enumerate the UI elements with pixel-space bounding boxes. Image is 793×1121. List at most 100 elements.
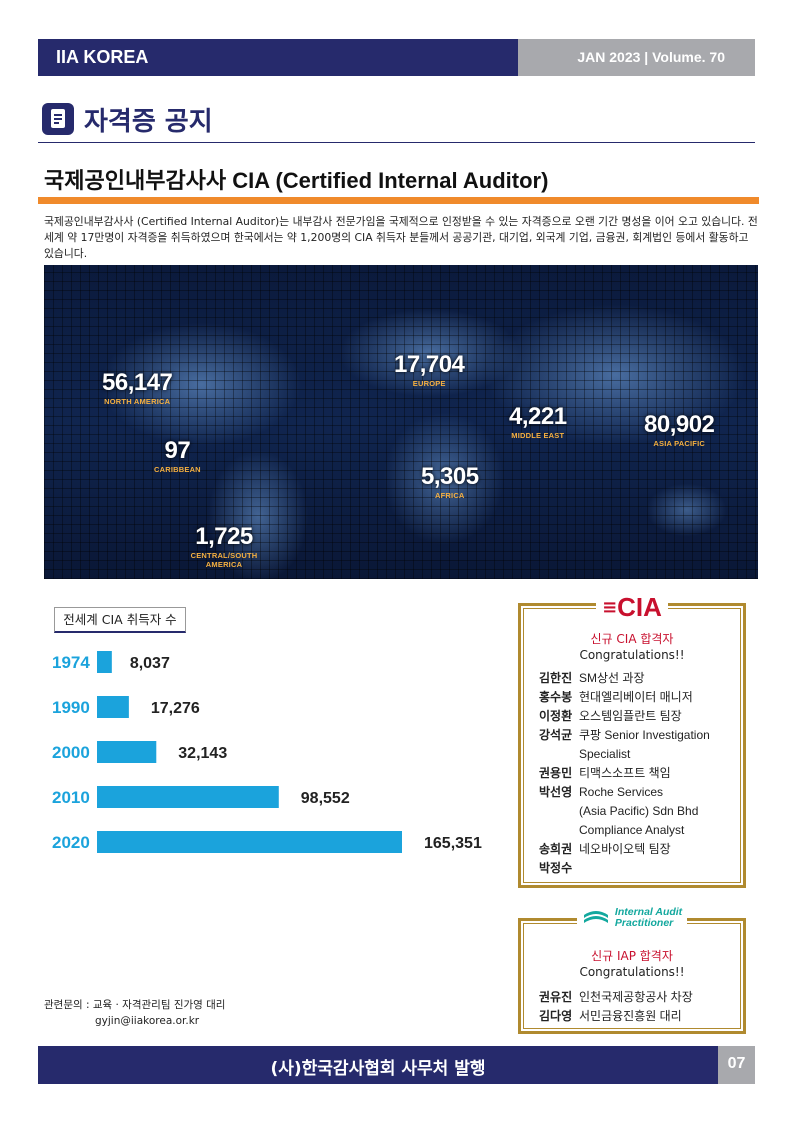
passer-role-line: 오스템임플란트 팀장 <box>579 709 682 723</box>
chart-title: 전세계 CIA 취득자 수 <box>54 607 186 633</box>
passer-role: 오스템임플란트 팀장 <box>579 707 737 726</box>
iap-logo-line2: Practitioner <box>614 917 674 929</box>
passer-row: 강석균 쿠팡 Senior Investigation Specialist <box>539 726 737 764</box>
passer-row: 송희권 네오바이오텍 팀장 <box>539 840 737 859</box>
passer-role: 쿠팡 Senior Investigation Specialist <box>579 726 737 764</box>
region-middle-east: 4,221 MIDDLE EAST <box>509 403 567 440</box>
bar <box>97 651 112 673</box>
passer-role-line: 인천국제공항공사 차장 <box>579 990 693 1004</box>
region-value: 97 <box>164 437 191 464</box>
region-value: 56,147 <box>102 369 173 396</box>
passer-row: 박정수 <box>539 859 737 878</box>
iap-logo-line1: Internal Audit <box>614 906 683 918</box>
article-title: 국제공인내부감사사 CIA (Certified Internal Audito… <box>44 168 549 193</box>
cia-subtitle: 신규 CIA 합격자 <box>590 632 674 646</box>
header-org-bar: IIA KOREA <box>38 39 518 76</box>
contact-info: 관련문의 : 교육 · 자격관리팀 진가영 대리 gyjin@iiakorea.… <box>44 997 225 1029</box>
passer-row: 김다영 서민금융진흥원 대리 <box>539 1007 737 1026</box>
passer-role: 티맥스소프트 책임 <box>579 764 737 783</box>
passer-name: 이정환 <box>539 709 573 723</box>
region-value: 80,902 <box>644 411 715 438</box>
cia-holders-bar-chart: 1974 8,037 1990 17,276 2000 32,143 2010 98,552 2… <box>52 651 482 853</box>
passer-name: 김다영 <box>539 1009 573 1023</box>
iap-logo-icon <box>583 911 608 923</box>
value-label: 17,276 <box>151 700 200 717</box>
passer-name: 김한진 <box>539 671 573 685</box>
section-title: 자격증 공지 <box>84 107 213 137</box>
passer-role-line: (Asia Pacific) Sdn Bhd <box>579 804 699 818</box>
contact-line: 관련문의 : 교육 · 자격관리팀 진가영 대리 <box>44 999 226 1011</box>
world-map: 56,147 NORTH AMERICA 97 CARIBBEAN 1,725 … <box>44 265 758 579</box>
passer-role-line: 네오바이오텍 팀장 <box>579 842 671 856</box>
document-icon <box>42 103 74 135</box>
passer-row: 권용민 티맥스소프트 책임 <box>539 764 737 783</box>
region-europe: 17,704 EUROPE <box>394 351 465 388</box>
article-intro: 국제공인내부감사사 (Certified Internal Auditor)는 … <box>44 215 758 260</box>
header-issue-bar: JAN 2023 | Volume. 70 <box>518 39 755 76</box>
passer-role: 네오바이오텍 팀장 <box>579 840 737 859</box>
bar <box>97 696 129 718</box>
footer-publisher: (사)한국감사협회 사무처 발행 <box>270 1059 486 1079</box>
region-value: 5,305 <box>421 463 479 490</box>
passer-row: 홍수봉 현대엘리베이터 매니저 <box>539 688 737 707</box>
passer-role: 인천국제공항공사 차장 <box>579 988 737 1007</box>
passer-name: 권용민 <box>539 766 573 780</box>
category-label: 1990 <box>52 698 90 717</box>
passer-role: Roche Services (Asia Pacific) Sdn Bhd Comp… <box>579 783 737 840</box>
iap-passers-box: Internal Audit Practitioner 신규 IAP 합격자 C… <box>518 907 746 1034</box>
passer-role-line: Specialist <box>579 747 631 761</box>
passer-name: 박선영 <box>539 785 573 799</box>
passer-name: 송희권 <box>539 842 573 856</box>
passer-role-line: 티맥스소프트 책임 <box>579 766 671 780</box>
region-name: CENTRAL/SOUTH AMERICA <box>190 551 258 569</box>
region-north-america: 56,147 NORTH AMERICA <box>102 369 173 406</box>
passer-row: 김한진 SM상선 과장 <box>539 669 737 688</box>
iap-subtitle: 신규 IAP 합격자 <box>591 949 673 963</box>
region-name: ASIA PACIFIC <box>653 439 705 448</box>
region-africa: 5,305 AFRICA <box>421 463 479 500</box>
header-issue: JAN 2023 | Volume. 70 <box>577 49 725 65</box>
value-label: 165,351 <box>424 835 482 852</box>
iap-logo: Internal Audit Practitioner <box>521 907 743 929</box>
passer-role: 서민금융진흥원 대리 <box>579 1007 737 1026</box>
passer-row: 권유진 인천국제공항공사 차장 <box>539 988 737 1007</box>
category-label: 1974 <box>52 653 90 672</box>
page-number-box: 07 <box>718 1046 755 1084</box>
passer-role-line: 현대엘리베이터 매니저 <box>579 690 693 704</box>
category-label: 2020 <box>52 833 90 852</box>
region-value: 4,221 <box>509 403 567 430</box>
passer-name: 홍수봉 <box>539 690 573 704</box>
region-name: MIDDLE EAST <box>511 431 565 440</box>
contact-email: gyjin@iiakorea.or.kr <box>95 1015 200 1027</box>
value-label: 98,552 <box>301 790 350 807</box>
page-number: 07 <box>727 1055 746 1072</box>
region-caribbean: 97 CARIBBEAN <box>154 437 201 474</box>
region-central-south-america: 1,725 CENTRAL/SOUTH AMERICA <box>188 523 260 569</box>
value-label: 32,143 <box>178 745 227 762</box>
section-divider <box>38 142 755 143</box>
category-label: 2010 <box>52 788 90 807</box>
passer-name: 강석균 <box>539 728 573 742</box>
passer-role-line: Roche Services <box>579 785 664 799</box>
value-label: 8,037 <box>130 655 170 672</box>
region-name: CARIBBEAN <box>154 465 201 474</box>
passer-row: 이정환 오스템임플란트 팀장 <box>539 707 737 726</box>
bar <box>97 831 402 853</box>
passer-role: 현대엘리베이터 매니저 <box>579 688 737 707</box>
cia-logo-text: CIA <box>617 592 662 622</box>
region-asia-pacific: 80,902 ASIA PACIFIC <box>644 411 715 448</box>
cia-passers-box: ≡CIA 신규 CIA 합격자 Congratulations!! 김한진 SM상… <box>518 592 746 888</box>
header-org: IIA KOREA <box>56 47 149 67</box>
iap-congrats: Congratulations!! <box>579 965 685 979</box>
region-name: NORTH AMERICA <box>104 397 171 406</box>
category-label: 2000 <box>52 743 90 762</box>
passer-role-line: 서민금융진흥원 대리 <box>579 1009 682 1023</box>
region-value: 1,725 <box>195 523 253 550</box>
passer-name: 박정수 <box>539 861 573 875</box>
cia-congrats: Congratulations!! <box>579 648 685 662</box>
bar <box>97 786 279 808</box>
region-name: EUROPE <box>412 379 446 388</box>
passer-row: 박선영 Roche Services (Asia Pacific) Sdn Bhd C… <box>539 783 737 840</box>
footer-bar: (사)한국감사협회 사무처 발행 <box>38 1046 718 1084</box>
